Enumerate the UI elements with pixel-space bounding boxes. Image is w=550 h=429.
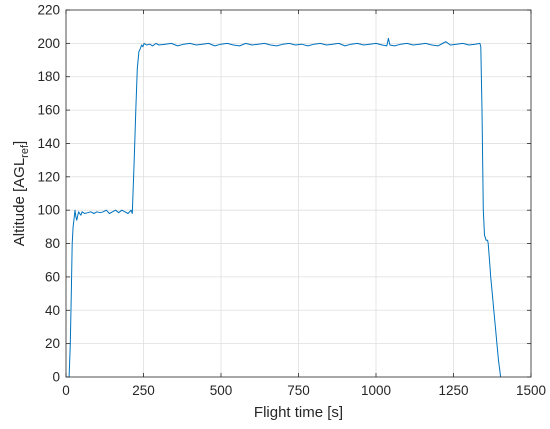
y-axis-label-close: ] [11,141,28,145]
x-tick-label: 250 [132,383,155,398]
tick-marks [65,9,532,378]
y-tick-label: 60 [45,269,60,284]
y-tick-label: 120 [37,169,60,184]
y-tick-label: 100 [37,203,60,218]
altitude-series-line [68,37,502,378]
series-layer [68,37,502,378]
x-tick-label: 0 [62,383,70,398]
grid-lines [66,10,531,377]
x-axis-label: Flight time [s] [254,404,343,421]
y-tick-labels: 0 20 40 60 80 100 120 140 160 180 200 220 [37,3,60,385]
y-tick-label: 220 [37,3,60,18]
y-tick-label: 160 [37,103,60,118]
y-tick-label: 20 [45,336,60,351]
x-tick-label: 1000 [361,383,391,398]
y-tick-label: 200 [37,36,60,51]
y-tick-label: 180 [37,69,60,84]
y-axis-label: Altitude [AGLref] [11,141,31,246]
y-tick-label: 140 [37,136,60,151]
y-tick-label: 40 [45,303,60,318]
x-tick-labels: 0 250 500 750 1000 1250 1500 [62,383,546,398]
x-tick-label: 750 [287,383,310,398]
x-tick-label: 1250 [438,383,468,398]
y-tick-label: 0 [52,370,60,385]
x-tick-label: 500 [210,383,233,398]
y-axis-label-main: Altitude [AGL [11,158,28,246]
x-tick-label: 1500 [516,383,546,398]
y-tick-label: 80 [45,236,60,251]
y-axis-label-subscript: ref [19,144,31,158]
